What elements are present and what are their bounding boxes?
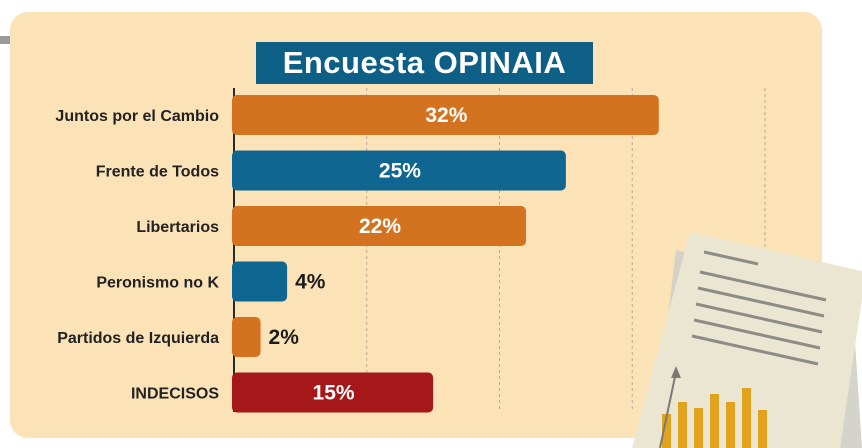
mini-bar-chart-icon (662, 388, 767, 448)
bar (232, 261, 288, 302)
category-labels: Juntos por el Cambio Frente de Todos Liber… (55, 108, 219, 403)
document-text-lines-icon (691, 250, 827, 366)
category-label: Frente de Todos (96, 164, 219, 181)
category-label: INDECISOS (131, 386, 219, 403)
value-label: 22% (359, 215, 401, 238)
value-label: 4% (295, 271, 326, 294)
value-label: 15% (313, 382, 355, 405)
bars-group (232, 95, 659, 413)
value-label: 2% (269, 326, 300, 349)
value-labels: 32% 25% 22% 4% 2% 15% (269, 104, 468, 405)
top-rule (0, 36, 10, 44)
bar (232, 317, 261, 357)
value-label: 25% (379, 160, 421, 183)
bar (232, 372, 434, 413)
category-label: Peronismo no K (96, 275, 219, 292)
value-label: 32% (425, 104, 467, 127)
category-label: Juntos por el Cambio (55, 108, 219, 125)
bar (232, 95, 659, 135)
bar (232, 206, 527, 246)
category-label: Partidos de Izquierda (57, 330, 219, 347)
documents-with-bar-chart-icon (632, 232, 862, 448)
bar (232, 150, 566, 191)
category-label: Libertarios (136, 219, 219, 236)
chart-title: Encuesta OPINAIA (256, 42, 593, 84)
